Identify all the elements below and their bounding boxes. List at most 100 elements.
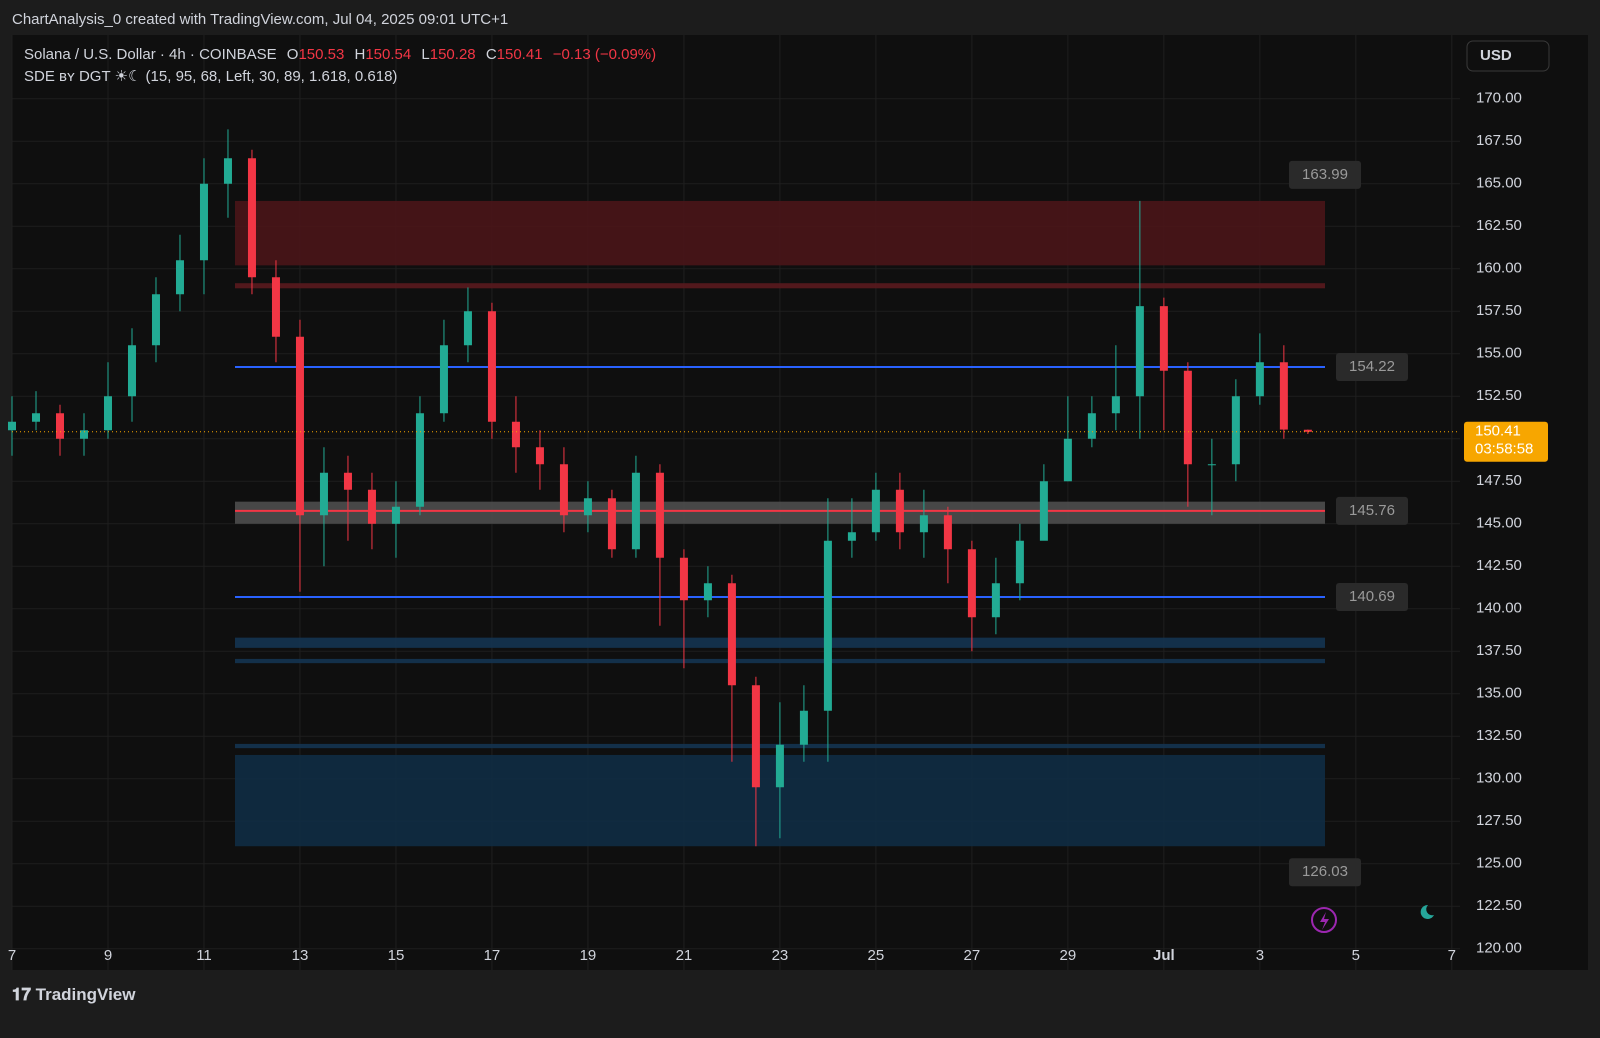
candle-body <box>631 472 640 550</box>
x-tick-label: 27 <box>964 947 981 964</box>
x-tick-label: 29 <box>1060 947 1077 964</box>
candle-body <box>295 336 304 516</box>
alert-icon-bolt <box>1320 912 1329 930</box>
candle-body <box>1135 306 1144 397</box>
candle-body <box>1087 413 1096 439</box>
last-price: 150.41 <box>1475 423 1521 440</box>
countdown: 03:58:58 <box>1475 441 1533 458</box>
ohlc-label: H <box>355 46 366 63</box>
candle-body <box>1207 464 1216 466</box>
footer-text: TradingView <box>36 985 137 1004</box>
candle-body <box>1063 438 1072 482</box>
y-tick-label: 142.50 <box>1476 557 1522 574</box>
y-tick-label: 170.00 <box>1476 90 1522 107</box>
currency[interactable]: USD <box>1480 47 1512 64</box>
candle-body <box>1015 540 1024 584</box>
level-label-box <box>1336 496 1408 525</box>
zone <box>235 637 1325 648</box>
x-tick-label: 21 <box>676 947 693 964</box>
candle-body <box>8 421 16 431</box>
candle-body <box>1183 370 1192 465</box>
x-tick-label: Jul <box>1153 947 1175 964</box>
candle-body <box>1039 481 1048 541</box>
y-tick-label: 162.50 <box>1476 217 1522 234</box>
ohlc-label: O <box>287 46 299 63</box>
y-tick-label: 120.00 <box>1476 940 1522 957</box>
candle-body <box>535 447 544 465</box>
candle-body <box>919 515 928 533</box>
alert-icon[interactable] <box>1311 907 1337 933</box>
y-tick-label: 157.50 <box>1476 302 1522 319</box>
currency-button[interactable] <box>1466 40 1550 72</box>
y-tick-label: 122.50 <box>1476 897 1522 914</box>
theme-icon[interactable] <box>1420 904 1434 919</box>
change: −0.13 (−0.09%) <box>553 46 656 63</box>
candle-body <box>511 421 520 448</box>
x-tick-label: 9 <box>104 947 112 964</box>
candle-body <box>79 430 88 439</box>
price-axis <box>1460 35 1588 970</box>
candle-body <box>559 464 568 516</box>
ohlc-label: C <box>486 46 497 63</box>
x-tick-label: 23 <box>772 947 789 964</box>
y-tick-label: 145.00 <box>1476 515 1522 532</box>
candle-body <box>199 183 208 261</box>
level-label: 145.76 <box>1349 502 1395 519</box>
candle-body <box>415 413 424 507</box>
candle-body <box>247 158 256 278</box>
candle-body <box>439 345 448 414</box>
candle-body <box>1279 362 1288 430</box>
candle-body <box>151 294 160 346</box>
last-price-box <box>1464 421 1548 462</box>
x-tick-label: 17 <box>484 947 501 964</box>
level-label-box <box>1289 858 1361 887</box>
zone <box>235 501 1325 524</box>
candle-body <box>583 498 592 516</box>
y-tick-label: 130.00 <box>1476 770 1522 787</box>
x-tick-label: 11 <box>196 947 212 964</box>
ohlc-value: 150.54 <box>365 46 411 63</box>
zone <box>235 658 1325 664</box>
candle-body <box>103 396 112 431</box>
x-tick-label: 5 <box>1352 947 1360 964</box>
ohlc-value: 150.41 <box>497 46 543 63</box>
x-tick-label: 3 <box>1256 947 1264 964</box>
x-tick-label: 19 <box>580 947 597 964</box>
zone <box>235 283 1325 289</box>
level-label: 163.99 <box>1302 166 1348 183</box>
candle-body <box>967 549 976 618</box>
zone <box>235 200 1325 266</box>
ohlc-value: 150.53 <box>298 46 344 63</box>
x-tick-label: 7 <box>8 947 16 964</box>
y-tick-label: 132.50 <box>1476 727 1522 744</box>
legend: Solana / U.S. Dollar · 4h · COINBASE O15… <box>24 46 656 63</box>
candle-body <box>871 489 880 533</box>
header: ChartAnalysis_0 created with TradingView… <box>12 11 508 28</box>
candle-body <box>319 472 328 516</box>
footer-logo: 𝟏𝟕 TradingView <box>12 985 136 1004</box>
candle-body <box>1231 396 1240 465</box>
candle-body <box>391 506 400 524</box>
candle-body <box>463 311 472 346</box>
candle-body <box>55 413 64 439</box>
level-label: 140.69 <box>1349 588 1395 605</box>
candle-body <box>1303 429 1312 432</box>
candle-body <box>487 311 496 422</box>
candle-body <box>1111 396 1120 414</box>
candle-body <box>223 158 232 184</box>
candle-body <box>991 583 1000 618</box>
y-tick-label: 155.00 <box>1476 345 1522 362</box>
candle-body <box>271 277 280 337</box>
y-tick-label: 160.00 <box>1476 260 1522 277</box>
candle-body <box>703 583 712 601</box>
candle-body <box>727 583 736 686</box>
candle-body <box>127 345 136 397</box>
candle-body <box>847 532 856 541</box>
y-tick-label: 152.50 <box>1476 387 1522 404</box>
candle-body <box>943 515 952 550</box>
x-tick-label: 15 <box>388 947 405 964</box>
y-tick-label: 137.50 <box>1476 642 1522 659</box>
labels: 120.00 122.50 125.00 127.50 130.00 132.50 135.… <box>8 90 1548 964</box>
candle-body <box>679 557 688 601</box>
